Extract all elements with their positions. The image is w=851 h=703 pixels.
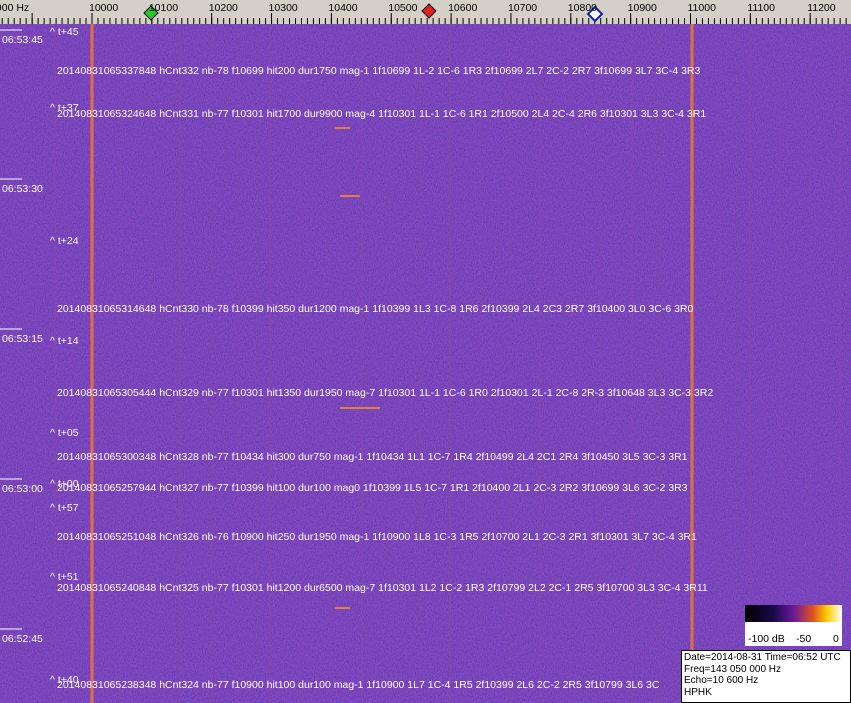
freq-label: 10800 xyxy=(568,2,597,14)
offset-label: ^ t+40 xyxy=(50,674,79,686)
colorbar-label: -50 xyxy=(796,633,811,645)
faint-lines xyxy=(54,24,841,703)
freq-label: 11000 xyxy=(688,2,717,14)
freq-label: 9900 Hz xyxy=(0,2,29,14)
info-box: Date=2014-08-31 Time=06:52 UTC Freq=143 0… xyxy=(681,650,851,703)
freq-label: 10200 xyxy=(209,2,238,14)
event-line: 20140831065238348 hCnt324 nb-77 f10900 h… xyxy=(57,679,660,691)
info-line: Echo=10 600 Hz xyxy=(684,675,759,686)
freq-label: 10900 xyxy=(628,2,657,14)
time-label: 06:53:30 xyxy=(2,183,43,195)
time-label: 06:53:15 xyxy=(2,333,43,345)
colorbar-labels-bg xyxy=(745,622,842,646)
event-line: 20140831065251048 hCnt326 nb-76 f10900 h… xyxy=(57,531,697,543)
freq-label: 10500 xyxy=(388,2,417,14)
freq-label: 10400 xyxy=(328,2,357,14)
event-line: 20140831065305444 hCnt329 nb-77 f10301 h… xyxy=(57,387,713,399)
event-line: 20140831065257944 hCnt327 nb-77 f10399 h… xyxy=(57,482,688,494)
offset-label: ^ t+00 xyxy=(50,478,79,490)
offset-label: ^ t+14 xyxy=(50,335,79,347)
freq-label: 10300 xyxy=(269,2,298,14)
time-label: 06:53:00 xyxy=(2,483,43,495)
marker-red xyxy=(421,3,437,19)
event-line: 20140831065337848 hCnt332 nb-78 f10699 h… xyxy=(57,65,700,77)
info-line: Date=2014-08-31 Time=06:52 UTC xyxy=(684,652,841,663)
event-line: 20140831065324648 hCnt331 nb-77 f10301 h… xyxy=(57,108,706,120)
marker-blue xyxy=(586,5,604,23)
colorbar-label: 0 xyxy=(833,633,839,645)
freq-label: 10600 xyxy=(448,2,477,14)
offset-label: ^ t+37 xyxy=(50,102,79,114)
offset-label: ^ t+45 xyxy=(50,26,79,38)
time-label: 06:53:45 xyxy=(2,34,43,46)
freq-label: 10000 xyxy=(89,2,118,14)
offset-label: ^ t+51 xyxy=(50,571,79,583)
offset-label: ^ t+57 xyxy=(50,502,79,514)
event-line: 20140831065314648 hCnt330 nb-78 f10399 h… xyxy=(57,303,694,315)
event-line: 20140831065300348 hCnt328 nb-77 f10434 h… xyxy=(57,451,688,463)
colorbar-label: -100 dB xyxy=(748,633,785,645)
ticks xyxy=(1,13,847,24)
time-label: 06:52:45 xyxy=(2,633,43,645)
freq-label: 11200 xyxy=(807,2,836,14)
noise xyxy=(0,24,851,703)
info-line: Freq=143 050 000 Hz xyxy=(684,663,782,675)
freq-label: 10700 xyxy=(508,2,537,14)
freq-label: 10100 xyxy=(149,2,178,14)
freq-label: 11100 xyxy=(747,2,775,14)
marker-green xyxy=(143,5,159,21)
offset-label: ^ t+24 xyxy=(50,235,79,247)
info-line: HPHK xyxy=(684,686,712,698)
colorbar xyxy=(745,605,842,622)
offset-label: ^ t+05 xyxy=(50,427,79,439)
event-line: 20140831065240848 hCnt325 nb-77 f10301 h… xyxy=(57,582,708,594)
